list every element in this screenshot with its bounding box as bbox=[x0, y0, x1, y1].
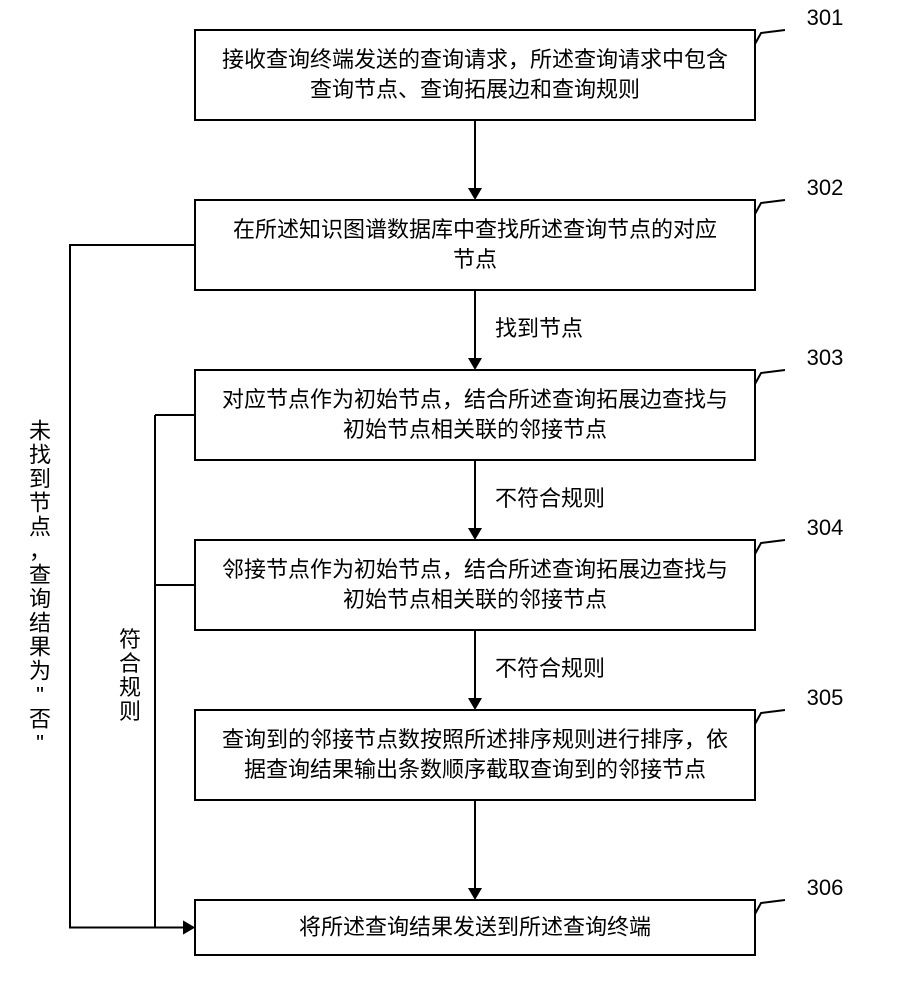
side-label-char: 符 bbox=[119, 627, 141, 652]
flow-box-304: 邻接节点作为初始节点，结合所述查询拓展边查找与初始节点相关联的邻接节点 304 bbox=[195, 515, 843, 630]
side-label-char: " bbox=[36, 682, 44, 707]
side-label-char: ， bbox=[29, 538, 51, 563]
step-number: 302 bbox=[807, 175, 844, 200]
flow-box-text: 将所述查询结果发送到所述查询终端 bbox=[299, 915, 651, 940]
side-label-char: 点 bbox=[29, 514, 51, 539]
side-label-char: 到 bbox=[29, 466, 51, 491]
arrow-label: 找到节点 bbox=[495, 316, 583, 341]
flow-box-text: 节点 bbox=[453, 247, 497, 272]
side-label-char: 节 bbox=[29, 490, 51, 515]
flow-box-301: 接收查询终端发送的查询请求，所述查询请求中包含查询节点、查询拓展边和查询规则 30… bbox=[195, 5, 843, 120]
arrow-label: 不符合规则 bbox=[495, 656, 605, 681]
side-label-char: 规 bbox=[119, 675, 141, 700]
step-notch bbox=[755, 710, 785, 724]
flow-box-306: 将所述查询结果发送到所述查询终端 306 bbox=[195, 875, 843, 955]
side-label-char: 合 bbox=[119, 651, 141, 676]
flow-box-text: 对应节点作为初始节点，结合所述查询拓展边查找与 bbox=[222, 387, 728, 412]
arrow-b301-b302 bbox=[468, 120, 482, 200]
step-number: 306 bbox=[807, 875, 844, 900]
flow-box-text: 邻接节点作为初始节点，结合所述查询拓展边查找与 bbox=[222, 557, 728, 582]
side-label-char: 否 bbox=[29, 706, 51, 731]
side-label-char: 查 bbox=[29, 562, 51, 587]
arrow-b302-b303: 找到节点 bbox=[468, 290, 583, 370]
flowchart-canvas: 接收查询终端发送的查询请求，所述查询请求中包含查询节点、查询拓展边和查询规则 30… bbox=[0, 0, 922, 1000]
side-arrow-not-found: 未找到节点，查询结果为"否" bbox=[29, 245, 195, 935]
arrow-b303-b304: 不符合规则 bbox=[468, 460, 605, 540]
arrow-label: 不符合规则 bbox=[495, 486, 605, 511]
step-notch bbox=[755, 900, 785, 914]
side-arrow-conform: 符合规则 bbox=[119, 415, 195, 935]
step-notch bbox=[755, 540, 785, 554]
side-label-char: " bbox=[36, 730, 44, 755]
arrow-b304-b305: 不符合规则 bbox=[468, 630, 605, 710]
flow-box-text: 初始节点相关联的邻接节点 bbox=[343, 587, 607, 612]
flow-box-302: 在所述知识图谱数据库中查找所述查询节点的对应节点 302 bbox=[195, 175, 843, 290]
step-notch bbox=[755, 30, 785, 44]
side-label-char: 询 bbox=[29, 586, 51, 611]
flow-box-305: 查询到的邻接节点数按照所述排序规则进行排序，依据查询结果输出条数顺序截取查询到的… bbox=[195, 685, 843, 800]
flow-box-text: 查询节点、查询拓展边和查询规则 bbox=[310, 77, 640, 102]
step-number: 305 bbox=[807, 685, 844, 710]
step-number: 303 bbox=[807, 345, 844, 370]
step-number: 301 bbox=[807, 5, 844, 30]
side-label-char: 找 bbox=[29, 442, 51, 467]
side-label-char: 果 bbox=[29, 634, 51, 659]
step-number: 304 bbox=[807, 515, 844, 540]
arrow-b305-b306 bbox=[468, 800, 482, 900]
side-label-char: 结 bbox=[29, 610, 51, 635]
flow-box-text: 查询到的邻接节点数按照所述排序规则进行排序，依 bbox=[222, 727, 728, 752]
step-notch bbox=[755, 370, 785, 384]
flow-box-text: 在所述知识图谱数据库中查找所述查询节点的对应 bbox=[233, 217, 717, 242]
flow-box-text: 接收查询终端发送的查询请求，所述查询请求中包含 bbox=[222, 47, 728, 72]
flow-box-text: 初始节点相关联的邻接节点 bbox=[343, 417, 607, 442]
flow-box-text: 据查询结果输出条数顺序截取查询到的邻接节点 bbox=[244, 757, 706, 782]
side-label-char: 为 bbox=[29, 658, 51, 683]
flow-box-303: 对应节点作为初始节点，结合所述查询拓展边查找与初始节点相关联的邻接节点 303 bbox=[195, 345, 843, 460]
step-notch bbox=[755, 200, 785, 214]
side-label-char: 则 bbox=[119, 699, 141, 724]
side-label-char: 未 bbox=[29, 418, 51, 443]
